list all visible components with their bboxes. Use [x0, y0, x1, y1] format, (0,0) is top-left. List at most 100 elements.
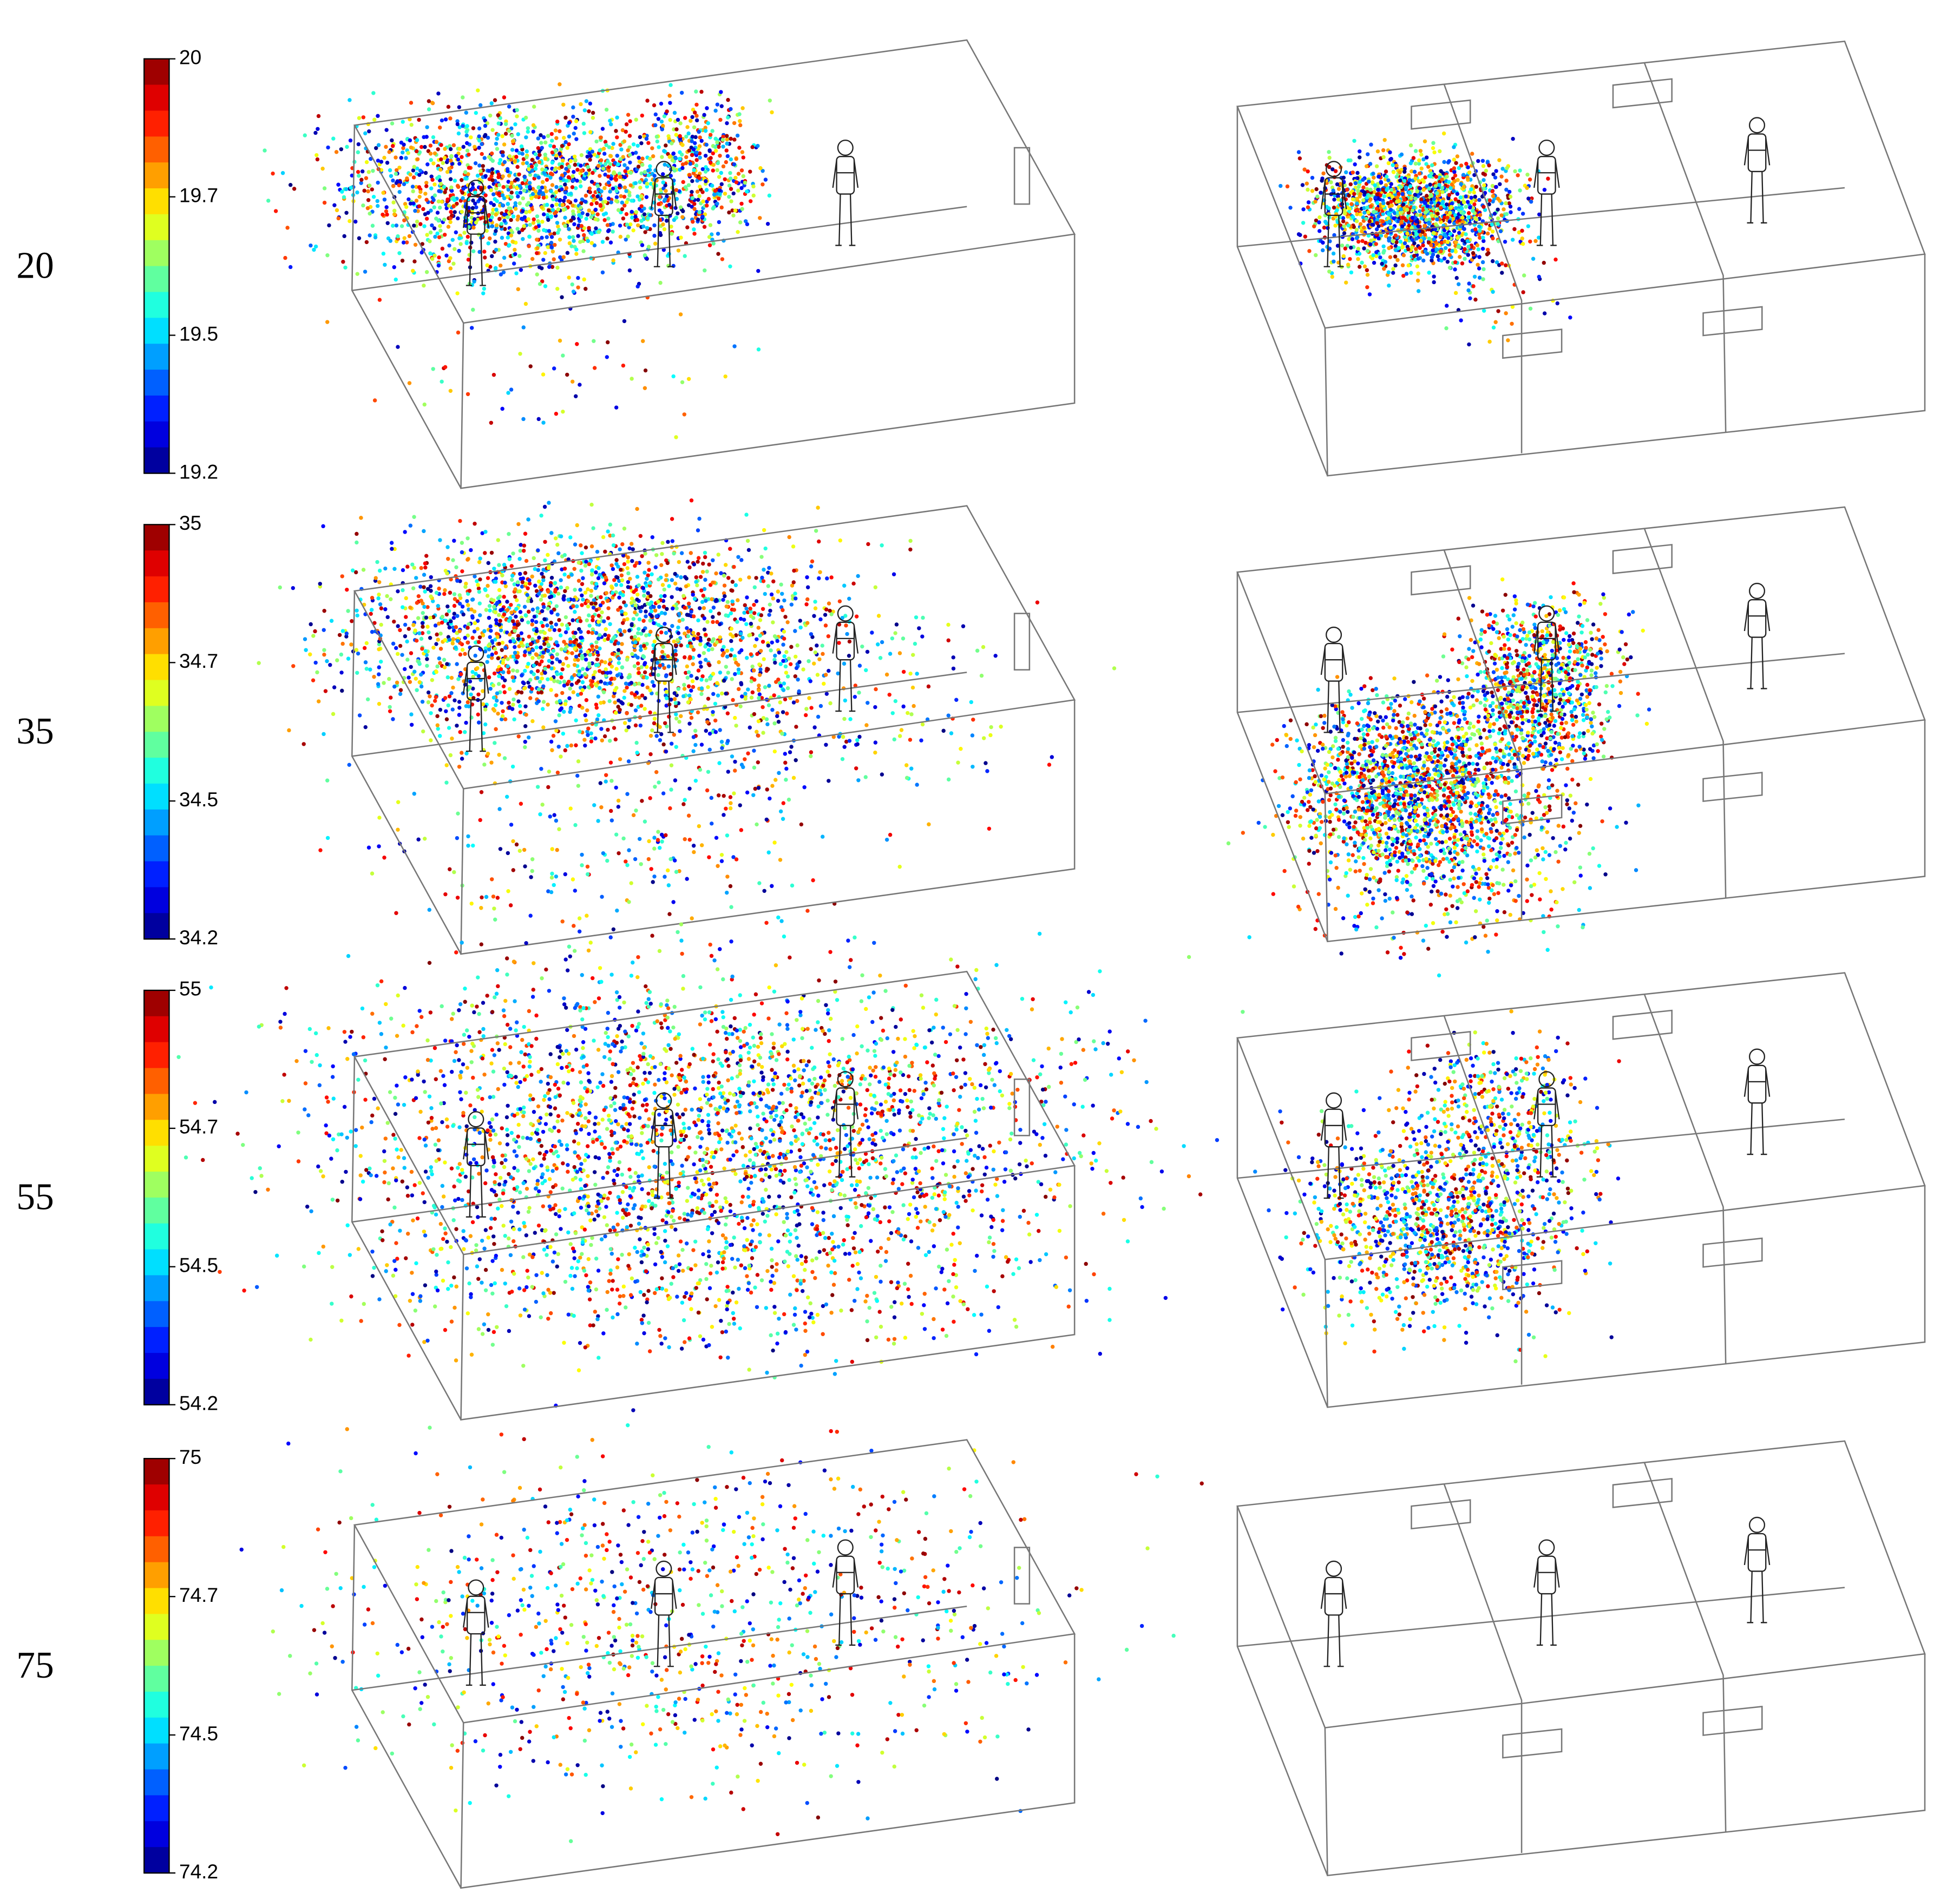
particle [406, 151, 410, 155]
particle [729, 157, 733, 162]
particle [1502, 207, 1506, 212]
colorbar-segment [144, 576, 169, 603]
particle [371, 194, 376, 199]
particle [1400, 263, 1405, 267]
particle [1504, 201, 1508, 206]
particle [1418, 149, 1423, 153]
particle [442, 156, 447, 160]
room-edge [1236, 106, 1328, 476]
particle [736, 188, 740, 193]
particle [1457, 231, 1461, 235]
particle [687, 721, 692, 726]
particle [627, 193, 632, 198]
particle [1397, 192, 1401, 196]
particle [1452, 170, 1457, 174]
particle [540, 571, 544, 576]
particle [1473, 297, 1478, 302]
particle [356, 651, 360, 656]
particle [659, 101, 664, 106]
particle [698, 642, 703, 647]
particle [556, 551, 561, 556]
particle [540, 654, 545, 659]
particle [433, 234, 437, 239]
particle [1461, 211, 1465, 216]
particle [694, 157, 699, 162]
particle [716, 693, 720, 698]
particle [488, 608, 492, 613]
particle [550, 208, 555, 212]
particle [668, 83, 673, 87]
particle [466, 557, 470, 562]
particle [435, 632, 439, 637]
particle [691, 220, 695, 224]
particle [528, 364, 533, 369]
particle [591, 110, 595, 115]
particle [403, 530, 407, 534]
particle [384, 144, 388, 149]
particle [1432, 196, 1437, 201]
particle [569, 682, 574, 687]
particle [1351, 170, 1355, 175]
particle [729, 187, 733, 191]
particle [761, 607, 765, 611]
particle [503, 132, 508, 136]
particle [444, 206, 449, 211]
particle [507, 670, 511, 675]
particle [1391, 267, 1395, 271]
particle [450, 238, 455, 242]
particle [500, 203, 505, 208]
particle [515, 114, 519, 119]
particle [565, 146, 569, 150]
particle [339, 147, 344, 152]
particle [520, 152, 525, 156]
particle [606, 216, 611, 221]
particle [767, 683, 771, 688]
particle [599, 135, 603, 140]
particle [519, 144, 524, 149]
particle [1381, 201, 1386, 206]
particle [1402, 241, 1407, 246]
particle [635, 223, 640, 228]
particle [1494, 185, 1498, 189]
particle [500, 641, 505, 645]
particle [335, 208, 339, 213]
particle [336, 182, 340, 187]
particle [283, 255, 287, 260]
particle [635, 284, 640, 289]
particle [471, 126, 476, 130]
particle [1364, 216, 1368, 221]
particle [1399, 152, 1404, 157]
particle [618, 234, 622, 239]
particle [618, 157, 623, 161]
particle [292, 187, 297, 191]
particle [712, 193, 717, 197]
particle [416, 616, 421, 620]
particle [1466, 253, 1471, 257]
particle [411, 175, 416, 180]
particle [706, 121, 710, 126]
particle [461, 144, 466, 149]
particle [392, 265, 396, 270]
particle [1384, 234, 1388, 238]
particle [315, 670, 319, 675]
particle [527, 234, 532, 239]
particle [1419, 166, 1424, 171]
particle [1452, 166, 1457, 170]
particle [702, 627, 707, 632]
particle [385, 221, 390, 225]
particle [611, 142, 615, 146]
particle [771, 620, 775, 625]
particle [771, 596, 776, 601]
particle [469, 135, 473, 140]
particle [655, 139, 660, 144]
particle [662, 114, 667, 119]
colorbar-segment [144, 913, 169, 940]
particle [525, 149, 529, 154]
particle [704, 142, 709, 147]
particle [1418, 209, 1422, 213]
particle [577, 213, 581, 218]
particle [477, 126, 482, 131]
particle [621, 216, 626, 221]
particle [327, 223, 331, 228]
particle [357, 236, 362, 240]
